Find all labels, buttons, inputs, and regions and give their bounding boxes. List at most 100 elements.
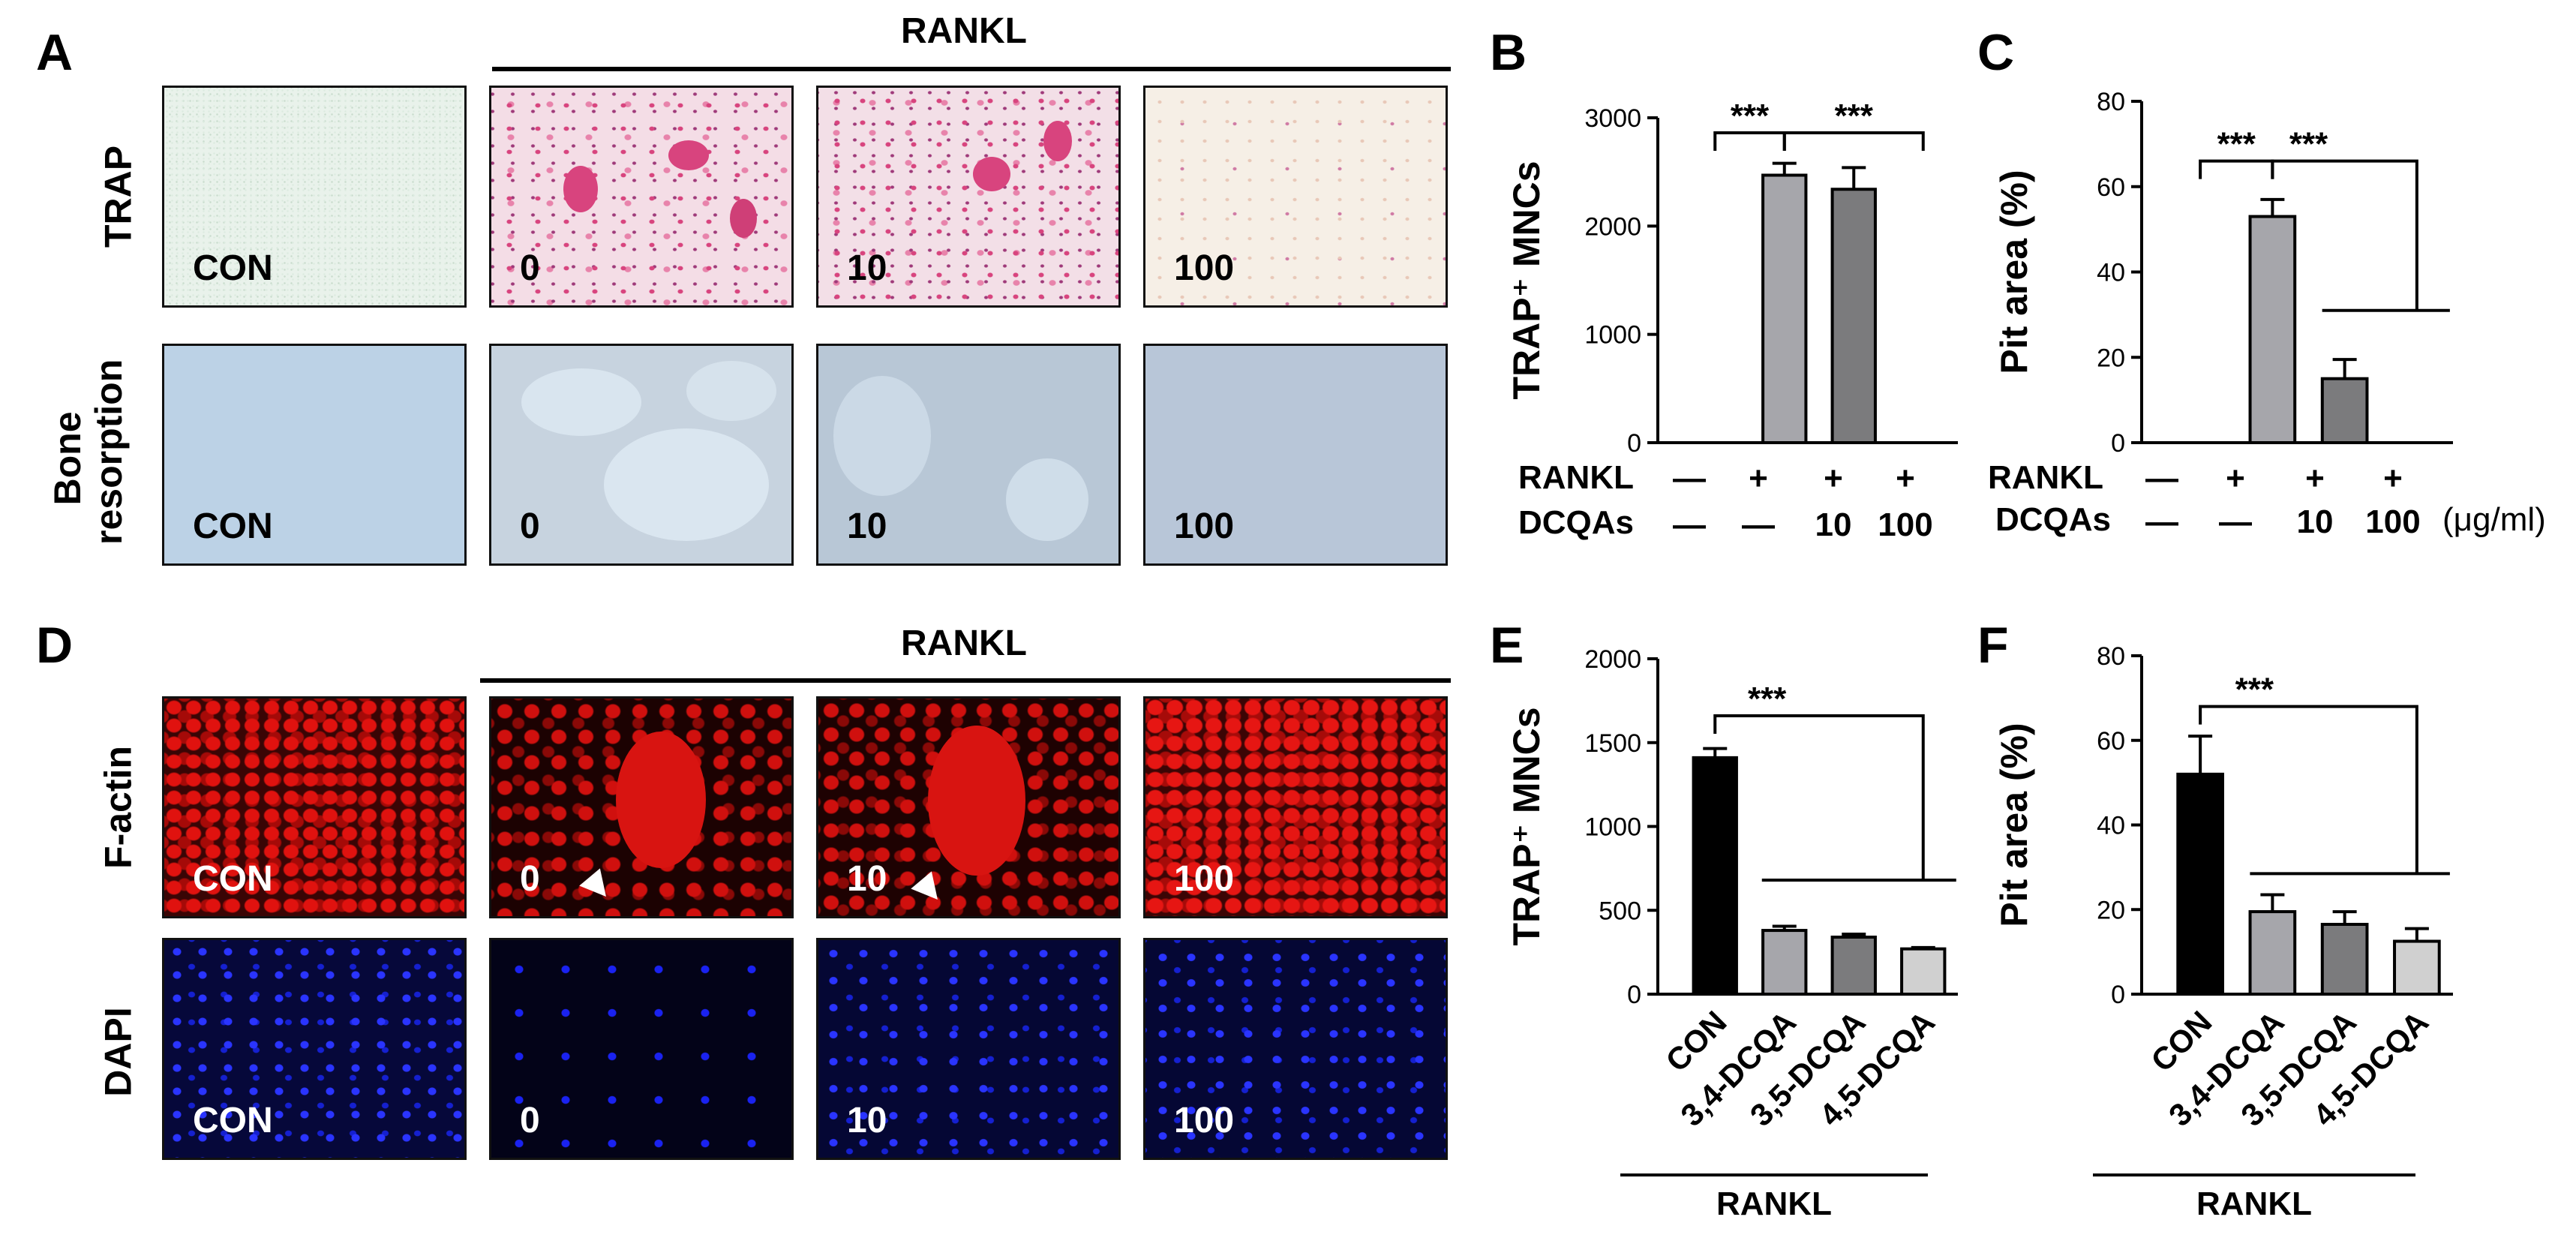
dapi-tile-100: 100: [1143, 938, 1448, 1160]
dcqas-value-b: —: [1673, 506, 1706, 543]
y-tick-label: 60: [2097, 727, 2125, 756]
dcqas-value-c: —: [2219, 503, 2252, 540]
bar: [2393, 939, 2441, 996]
dapi-tile-con: CON: [162, 938, 467, 1160]
bone-tile-100: 100: [1143, 344, 1448, 566]
osteoclast-cell: [928, 726, 1025, 876]
y-tick-label: 0: [1627, 429, 1641, 458]
panel-d-row-label-dapi: DAPI: [97, 1007, 140, 1097]
panel-letter-f: F: [1977, 617, 2009, 674]
trap-tile-con: CON: [162, 86, 467, 308]
arrowhead-marker: [579, 868, 617, 906]
significance-label: ***: [1835, 98, 1874, 134]
y-axis-label: TRAP⁺ MNCs: [1506, 707, 1548, 945]
significance-label: ***: [1748, 681, 1787, 717]
bone-tile-con: CON: [162, 344, 467, 566]
resorption-pit: [686, 361, 776, 421]
bar: [1761, 173, 1808, 444]
dapi-tile-10-label: 10: [847, 1101, 887, 1140]
y-axis-label: Pit area (%): [1993, 723, 2035, 927]
dcqas-value-b: 10: [1815, 506, 1852, 543]
trap-tile-100: 100: [1143, 86, 1448, 308]
dapi-tile-0: 0: [489, 938, 794, 1160]
dcqas-value-b: —: [1742, 506, 1775, 543]
y-tick-label: 1500: [1584, 729, 1641, 758]
y-axis-label: TRAP⁺ MNCs: [1506, 161, 1548, 399]
bar: [2320, 922, 2369, 996]
bone-tile-10: 10: [816, 344, 1121, 566]
panel-letter-e: E: [1490, 617, 1524, 674]
trap-tile-0: 0: [489, 86, 794, 308]
significance-bracket: [2271, 159, 2418, 311]
trap-tile-100-label: 100: [1174, 248, 1235, 288]
dcqas-label-c: DCQAs: [1995, 501, 2112, 538]
panel-letter-b: B: [1490, 24, 1527, 81]
trap-cell-blob: [563, 166, 598, 212]
bone-tile-100-label: 100: [1174, 506, 1235, 546]
dapi-tile-con-label: CON: [193, 1101, 273, 1140]
bone-tile-0-label: 0: [520, 506, 540, 546]
y-tick-label: 3000: [1584, 104, 1641, 133]
bar: [1761, 929, 1808, 996]
y-axis-label: Pit area (%): [1993, 170, 2035, 374]
chart-c: 0 20 40 60 80 Pit area (%) *** ***: [1993, 88, 2453, 458]
bar: [2248, 215, 2297, 444]
y-tick-label: 0: [2111, 981, 2125, 1009]
panel-d-row-label-factin: F-actin: [97, 746, 140, 869]
dapi-tile-100-label: 100: [1174, 1101, 1235, 1140]
chart-b: 0 1000 2000 3000 TRAP⁺ MNCs *** ***: [1506, 98, 1958, 458]
bar: [1830, 188, 1877, 444]
resorption-pit: [833, 376, 931, 496]
y-tick-label: 2000: [1584, 212, 1641, 241]
trap-cell-blob: [1043, 121, 1072, 161]
significance-label: ***: [1731, 98, 1770, 134]
panel-a-row-label-bone: Bone resorption: [47, 359, 130, 545]
factin-tile-100-label: 100: [1174, 859, 1235, 899]
y-tick-label: 0: [1627, 981, 1641, 1009]
dcqas-value-c: 100: [2365, 503, 2421, 540]
y-tick-label: 20: [2097, 896, 2125, 924]
panel-a-row-label-bone-text: Bone resorption: [47, 359, 130, 545]
resorption-pit: [604, 428, 769, 541]
rankl-value-c: +: [2226, 460, 2245, 497]
bar: [1900, 947, 1947, 996]
y-tick-label: 20: [2097, 344, 2125, 372]
y-tick-label: 0: [2111, 429, 2125, 458]
rankl-value-b: +: [1824, 460, 1843, 497]
osteoclast-cell: [616, 732, 706, 868]
y-tick-label: 40: [2097, 812, 2125, 840]
factin-tile-10: 10: [816, 696, 1121, 918]
bar: [2248, 910, 2297, 996]
significance-bracket: [1782, 131, 1925, 151]
resorption-pit: [1006, 458, 1088, 541]
rankl-value-c: +: [2383, 460, 2403, 497]
y-tick-label: 500: [1599, 897, 1641, 925]
panel-e-group-label: RANKL: [1716, 1185, 1832, 1222]
factin-tile-con-label: CON: [193, 859, 273, 899]
rankl-value-b: +: [1896, 460, 1915, 497]
significance-bracket: [1713, 131, 1786, 151]
resorption-pit: [521, 368, 641, 436]
y-tick-label: 80: [2097, 642, 2125, 671]
rankl-value-b: +: [1749, 460, 1768, 497]
rankl-label-c: RANKL: [1988, 459, 2103, 496]
trap-tile-0-label: 0: [520, 248, 540, 288]
bar: [2320, 377, 2369, 444]
rankl-value-c: +: [2305, 460, 2325, 497]
panel-letter-a: A: [36, 24, 74, 81]
rankl-label-b: RANKL: [1518, 459, 1634, 496]
bar: [2176, 772, 2224, 996]
y-tick-label: 60: [2097, 173, 2125, 202]
dcqas-units: (μg/ml): [2442, 501, 2546, 538]
trap-cell-blob: [668, 140, 709, 170]
significance-bracket: [2199, 159, 2274, 179]
factin-tile-100: 100: [1143, 696, 1448, 918]
y-tick-label: 2000: [1584, 645, 1641, 674]
significance-label: ***: [2235, 672, 2274, 708]
bar: [1692, 756, 1738, 996]
bone-tile-con-label: CON: [193, 506, 273, 546]
panel-d-rankl-line: [480, 678, 1451, 683]
trap-tile-con-label: CON: [193, 248, 273, 288]
